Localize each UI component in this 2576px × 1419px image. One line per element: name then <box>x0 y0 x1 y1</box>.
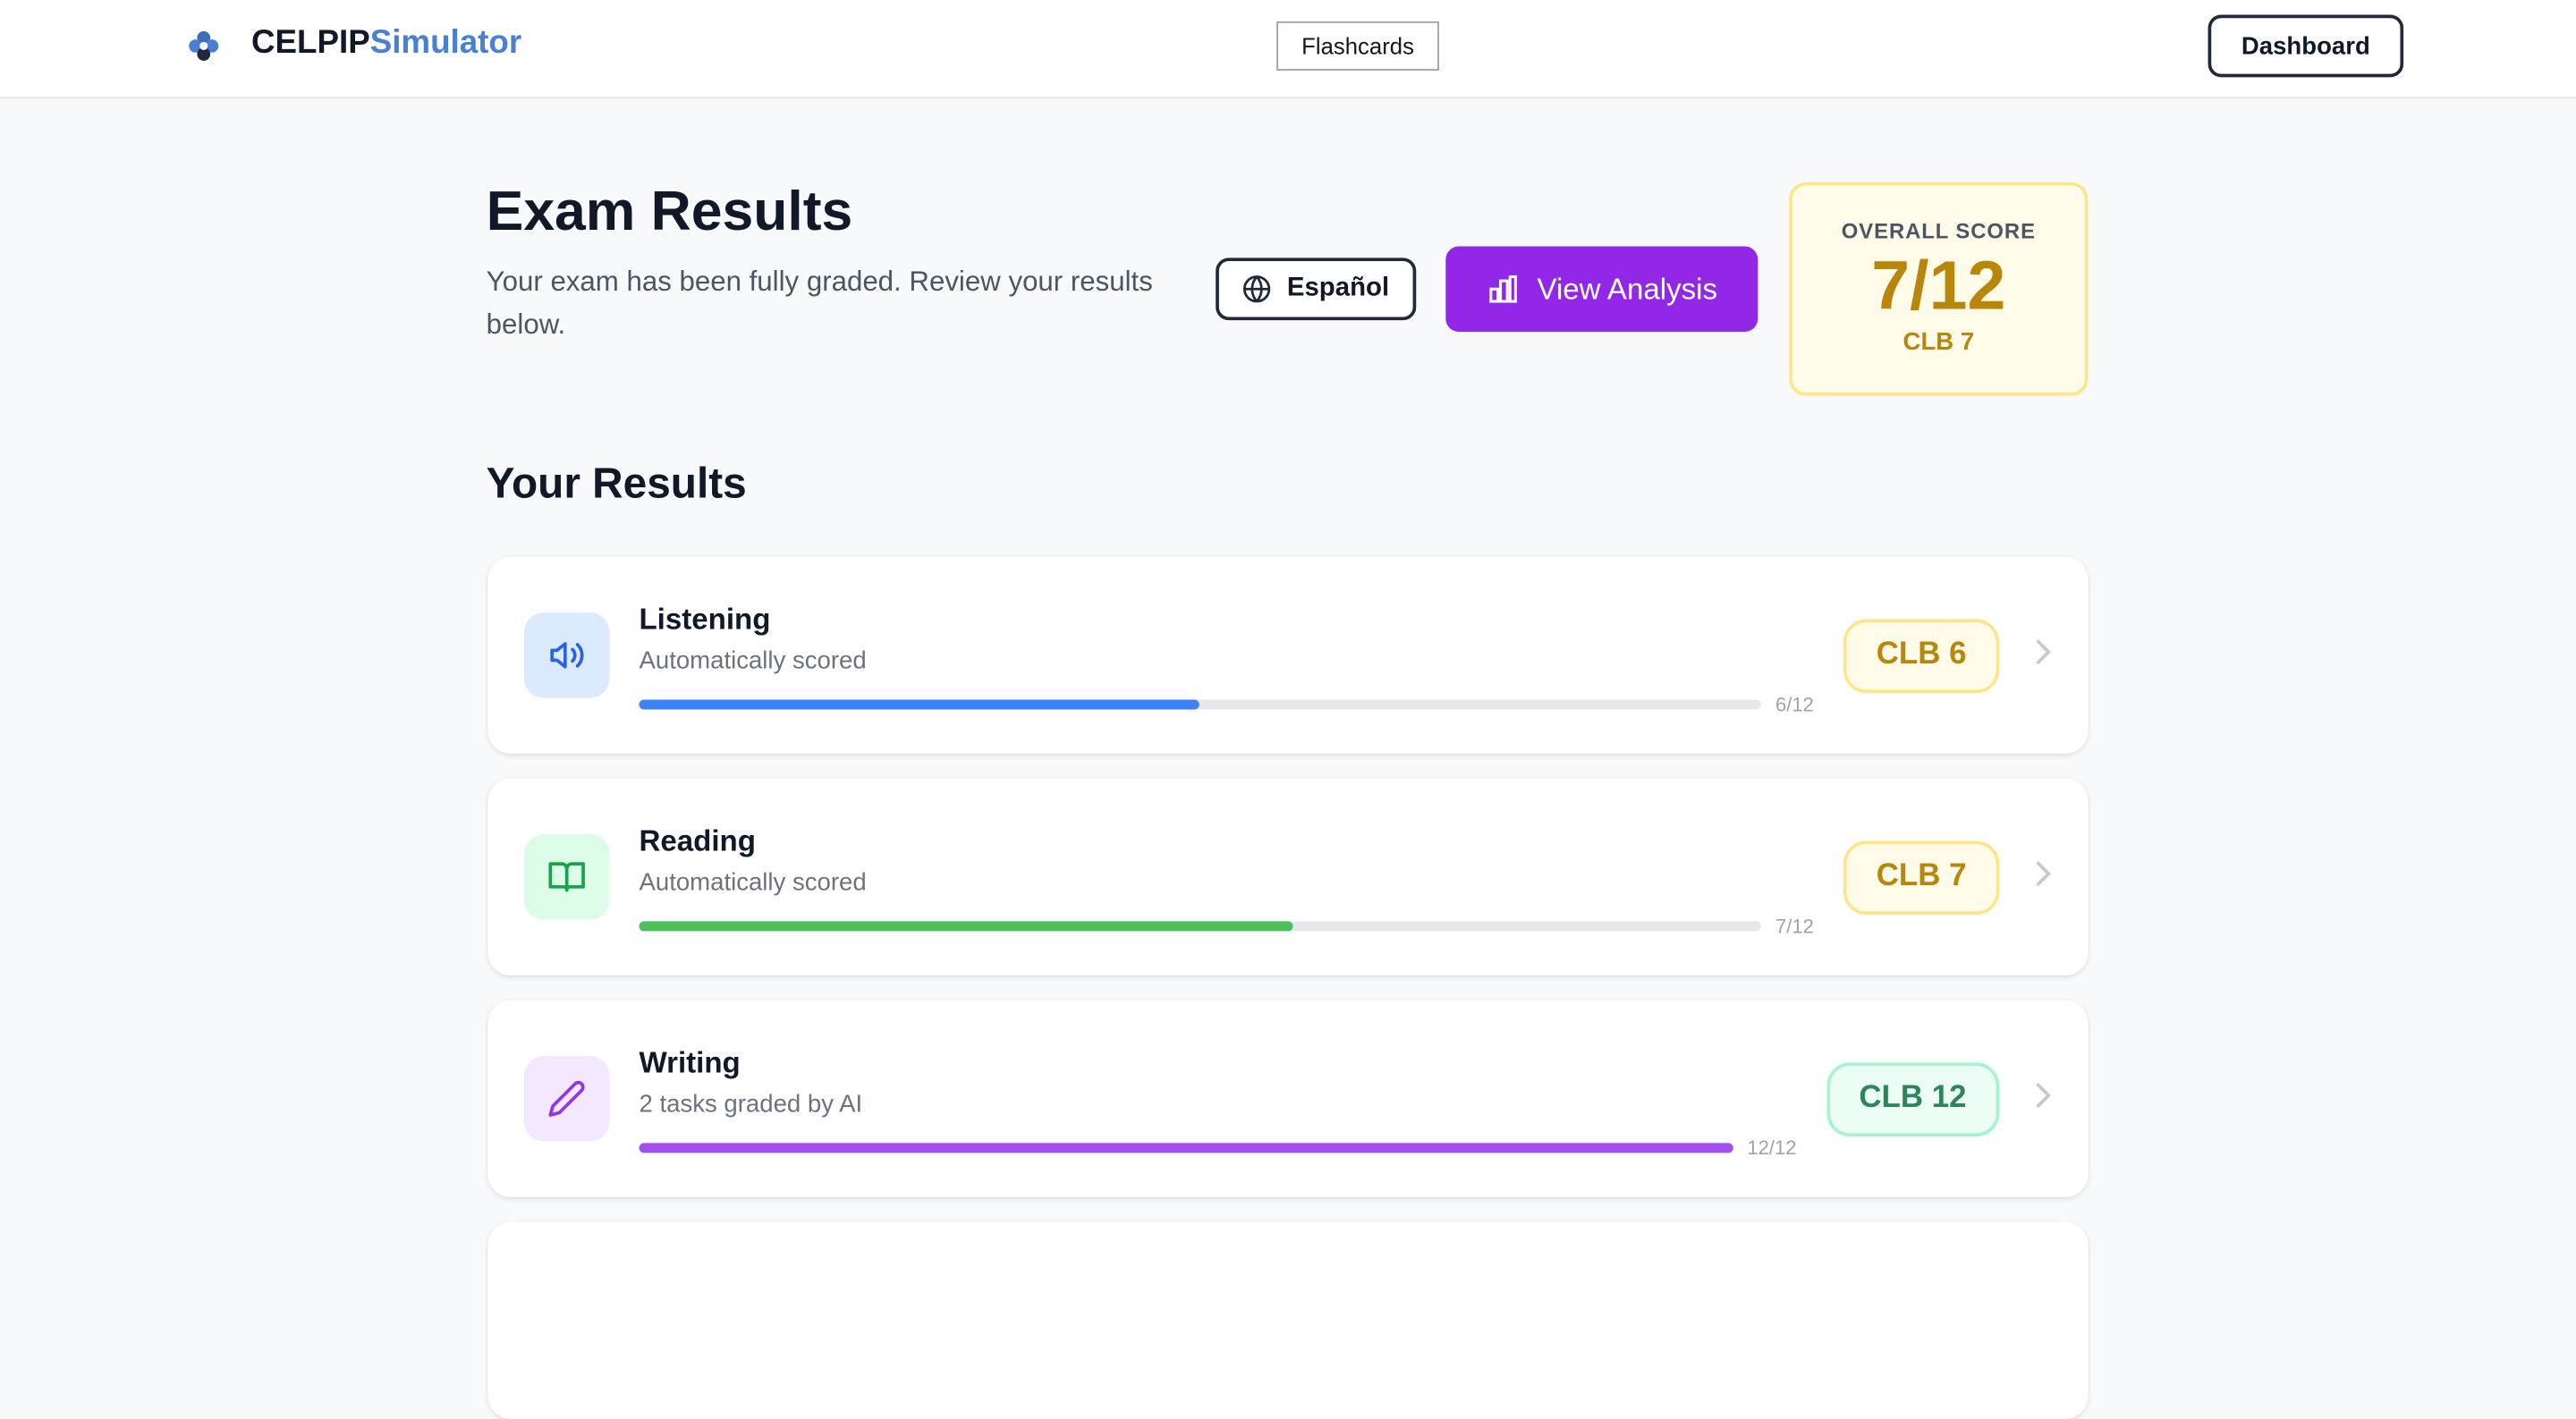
progress-fill <box>639 1142 1733 1153</box>
chevron <box>2032 635 2052 676</box>
chevron-glyph <box>2036 1082 2052 1108</box>
brand[interactable]: CELPIPSimulator <box>251 25 521 63</box>
section-title: Writing <box>639 1045 741 1078</box>
overall-score-box: OVERALL SCORE 7/12 CLB 7 <box>1789 182 2089 396</box>
logo-icon <box>189 30 219 61</box>
brand-secondary: Simulator <box>369 24 522 61</box>
overall-clb: CLB 7 <box>1902 328 1975 357</box>
clb-badge: CLB 6 <box>1843 618 2000 693</box>
chevron <box>2032 857 2052 898</box>
section-info: Writing 2 tasks graded by AI 12/12 <box>639 1039 1797 1159</box>
globe-icon <box>1243 275 1271 303</box>
progress-row: 12/12 <box>639 1136 1797 1159</box>
icon-glyph <box>548 1080 585 1117</box>
progress-track <box>639 1142 1733 1153</box>
analysis-label: View Analysis <box>1537 271 1718 305</box>
section-info: Listening Automatically scored 6/12 <box>639 595 1814 715</box>
analysis-button[interactable]: View Analysis <box>1445 246 1758 333</box>
language-button[interactable]: Español <box>1216 258 1417 321</box>
clb-badge: CLB 12 <box>1826 1061 2000 1136</box>
stage: CELPIPSimulator Flashcards Dashboard Exa… <box>0 0 2576 1197</box>
chevron-glyph <box>2036 860 2052 886</box>
score-label: 7/12 <box>1775 914 1814 937</box>
progress-track <box>639 920 1761 931</box>
result-card-partial[interactable] <box>487 1221 2089 1419</box>
section-icon <box>523 612 610 698</box>
dashboard-button[interactable]: Dashboard <box>2207 14 2404 78</box>
brand-primary: CELPIP <box>251 24 370 61</box>
result-card[interactable]: Reading Automatically scored 7/12 CLB 7 <box>487 778 2089 976</box>
results-heading: Your Results <box>486 458 747 508</box>
clb-badge: CLB 7 <box>1843 840 2000 915</box>
page-title: Exam Results <box>486 181 853 243</box>
section-title: Reading <box>639 824 756 857</box>
section-icon <box>523 834 610 920</box>
language-label: Español <box>1286 274 1390 302</box>
progress-row: 6/12 <box>639 692 1814 715</box>
icon-glyph <box>548 862 585 892</box>
overall-label: OVERALL SCORE <box>1841 218 2036 243</box>
section-subtitle: 2 tasks graded by AI <box>639 1089 863 1118</box>
result-card[interactable]: Listening Automatically scored 6/12 CLB 6 <box>487 556 2089 755</box>
chart-icon <box>1488 275 1517 303</box>
chevron-glyph <box>2036 638 2052 664</box>
page: Exam Results {"header": {"brand": {"prim… <box>0 0 2576 1197</box>
progress-row: 7/12 <box>639 914 1814 937</box>
icon-glyph <box>550 642 584 669</box>
score-label: 6/12 <box>1775 692 1814 715</box>
flashcards-button[interactable]: Flashcards <box>1276 21 1439 71</box>
body: CELPIPSimulator Flashcards Dashboard Exa… <box>0 0 2576 1197</box>
progress-fill <box>639 698 1200 709</box>
chevron <box>2032 1078 2052 1119</box>
progress-track <box>639 698 1761 709</box>
top-bar: CELPIPSimulator Flashcards Dashboard <box>0 0 2576 99</box>
section-icon <box>523 1056 610 1142</box>
score-label: 12/12 <box>1747 1136 1797 1159</box>
section-info: Reading Automatically scored 7/12 <box>639 817 1814 937</box>
section-subtitle: Automatically scored <box>639 867 867 896</box>
result-card[interactable]: Writing 2 tasks graded by AI 12/12 CLB 12 <box>487 1000 2089 1197</box>
progress-fill <box>639 920 1293 931</box>
page-subtitle: Your exam has been fully graded. Review … <box>486 266 1153 341</box>
overall-score: 7/12 <box>1871 246 2006 324</box>
section-title: Listening <box>639 602 771 635</box>
section-subtitle: Automatically scored <box>639 646 867 674</box>
